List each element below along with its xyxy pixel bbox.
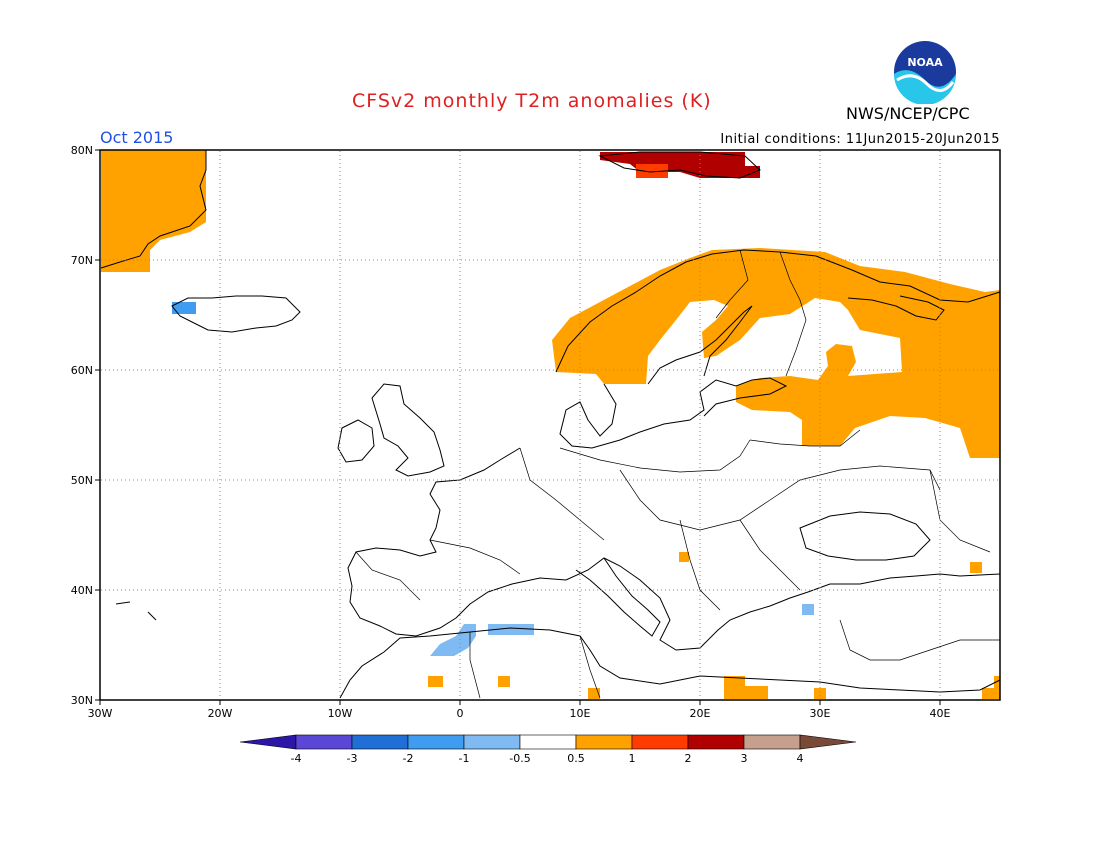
coastline-black-sea — [799, 511, 931, 561]
lat-label: 80N — [71, 144, 93, 157]
legend-label: -0.5 — [509, 752, 530, 765]
agency-label: NWS/NCEP/CPC — [846, 104, 970, 123]
coastline-italy — [575, 557, 661, 637]
anomaly-iceland-cool — [172, 302, 196, 314]
legend-label: 4 — [797, 752, 804, 765]
legend-swatch — [575, 734, 633, 750]
coastline-greenland — [100, 150, 207, 269]
border — [469, 632, 481, 699]
anomaly-north-africa-cool — [430, 624, 476, 656]
border — [749, 429, 861, 447]
legend-swatch — [519, 734, 577, 750]
legend-label: -4 — [291, 752, 302, 765]
legend-swatch — [463, 734, 521, 750]
legend-label: -1 — [459, 752, 470, 765]
border — [429, 539, 521, 575]
map-frame — [99, 149, 1001, 701]
anomaly-north-africa-cool-2 — [488, 624, 534, 635]
legend-swatch — [351, 734, 409, 750]
legend-label: -3 — [347, 752, 358, 765]
legend-swatch — [631, 734, 689, 750]
lon-label: 30W — [88, 707, 113, 720]
lon-label: 40E — [930, 707, 951, 720]
border — [679, 519, 721, 611]
lon-label: 30E — [810, 707, 831, 720]
border — [929, 469, 991, 553]
anomaly-spot — [814, 688, 826, 699]
axis-ticks — [95, 149, 941, 705]
anomaly-regions — [101, 150, 1000, 699]
legend-label: 3 — [741, 752, 748, 765]
anomaly-scandinavia-russia — [552, 248, 1000, 458]
legend-label: 1 — [629, 752, 636, 765]
lon-label: 20E — [690, 707, 711, 720]
chart-title: CFSv2 monthly T2m anomalies (K) — [352, 90, 712, 112]
lat-label: 50N — [71, 474, 93, 487]
color-legend: -4 -3 -2 -1 -0.5 0.5 1 2 3 4 — [239, 734, 857, 765]
legend-label: -2 — [403, 752, 414, 765]
legend-arrow-low — [239, 734, 297, 750]
border — [519, 447, 605, 541]
coastline-north-africa — [339, 627, 1001, 699]
anomaly-aegean-cool — [802, 604, 814, 615]
legend-swatch — [743, 734, 801, 750]
border — [579, 635, 601, 699]
coastlines — [100, 150, 1001, 699]
coastline-svalbard — [598, 151, 761, 179]
border — [619, 465, 941, 531]
initial-conditions: Initial conditions: 11Jun2015-20Jun2015 — [720, 132, 1000, 147]
coastline-western-europe — [347, 447, 1001, 651]
lat-label: 60N — [71, 364, 93, 377]
lat-label: 30N — [71, 694, 93, 707]
coastline-white-sea — [847, 295, 945, 321]
logo-text: NOAA — [907, 56, 943, 69]
lon-label: 0 — [457, 707, 464, 720]
lat-labels: 80N 70N 60N 50N 40N 30N — [71, 144, 93, 707]
anomaly-spot — [498, 676, 510, 687]
anomaly-spot — [724, 676, 768, 699]
legend-label: 0.5 — [567, 752, 585, 765]
legend-swatch — [407, 734, 465, 750]
border — [715, 249, 749, 319]
legend-swatch — [687, 734, 745, 750]
anomaly-spot — [588, 688, 600, 699]
coastline-baltic — [559, 377, 788, 449]
lat-label: 70N — [71, 254, 93, 267]
border — [355, 551, 421, 601]
noaa-logo-icon: NOAA — [894, 41, 956, 104]
coastline-bothnia — [647, 305, 753, 385]
anomaly-spot — [970, 562, 982, 573]
legend-swatch — [295, 734, 353, 750]
anomaly-svalbard-orange — [636, 164, 668, 178]
coastline-iceland — [171, 295, 301, 333]
anomaly-spot — [428, 676, 443, 687]
legend-label: 2 — [685, 752, 692, 765]
forecast-month: Oct 2015 — [100, 128, 174, 147]
coastline-madeira — [115, 601, 157, 621]
lon-label: 20W — [208, 707, 233, 720]
lon-label: 10W — [328, 707, 353, 720]
lon-label: 10E — [570, 707, 591, 720]
coastline-norway — [555, 249, 1001, 373]
anomaly-greenland — [101, 150, 206, 272]
anomaly-svalbard-dark — [600, 152, 760, 178]
anomaly-spot — [679, 552, 689, 562]
legend-arrow-high — [799, 734, 857, 750]
coastline-british-isles — [371, 383, 445, 477]
lon-labels: 30W 20W 10W 0 10E 20E 30E 40E — [88, 707, 951, 720]
lat-label: 40N — [71, 584, 93, 597]
graticule — [101, 151, 999, 699]
border — [839, 619, 1000, 661]
country-borders — [355, 249, 1000, 699]
border — [739, 519, 801, 591]
coastline-ireland — [337, 419, 375, 463]
border — [779, 251, 807, 377]
border — [559, 439, 751, 473]
